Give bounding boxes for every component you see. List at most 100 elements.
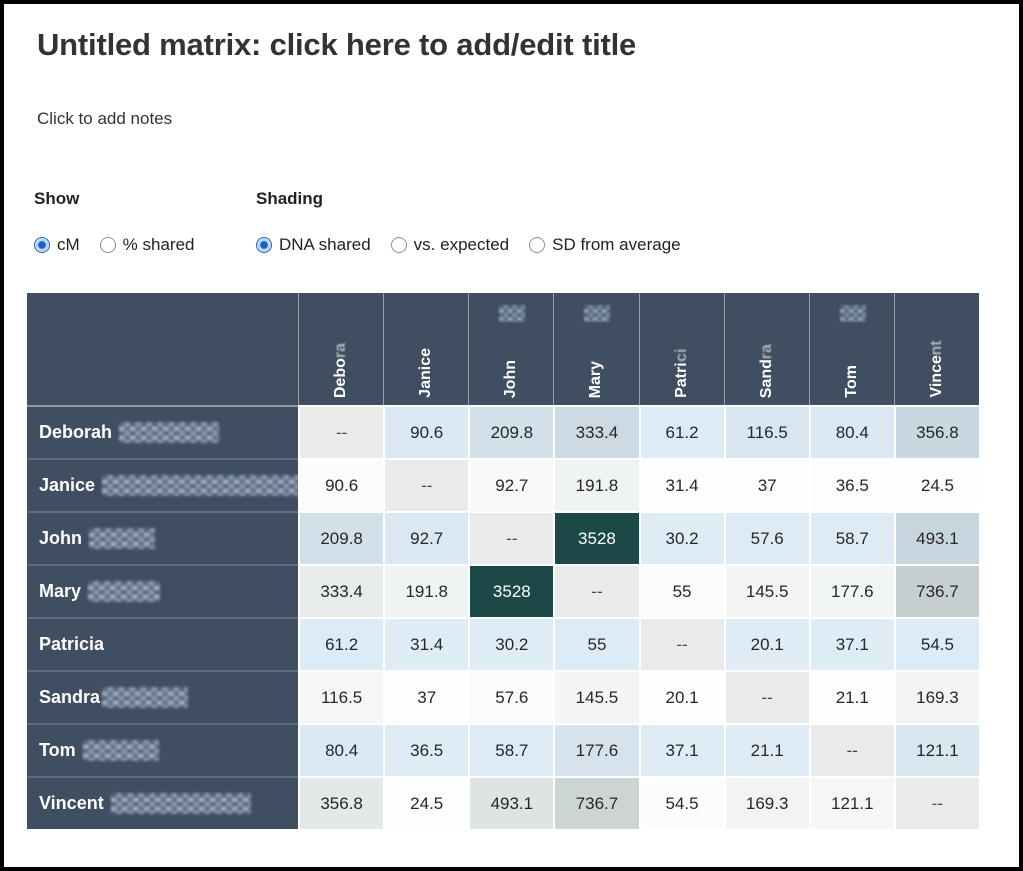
shading-option-sd-from-average[interactable]: SD from average (529, 235, 681, 255)
matrix-cell-vincent-x-sandra: 169.3 (723, 776, 809, 829)
radio-vs-expected-icon[interactable] (390, 237, 407, 253)
matrix-cell-deborah-x-janice: 90.6 (383, 405, 469, 458)
row-header-tom: Tom (27, 723, 299, 776)
shading-radio-group: DNA shared vs. expected SD from average (256, 235, 1019, 255)
matrix-cell-john-x-sandra: 57.6 (723, 511, 809, 564)
matrix-cell-deborah-x-debora: -- (298, 405, 384, 458)
shading-option-label: vs. expected (413, 235, 510, 254)
row-header-label: John (39, 528, 82, 548)
show-option-shared[interactable]: % shared (99, 235, 195, 255)
matrix-cell-patricia-x-debora: 61.2 (298, 617, 384, 670)
shading-option-dna-shared[interactable]: DNA shared (256, 235, 371, 255)
matrix-cell-sandra-x-janice: 37 (383, 670, 469, 723)
matrix-cell-tom-x-sandra: 21.1 (723, 723, 809, 776)
matrix-cell-janice-x-mary: 191.8 (553, 458, 639, 511)
matrix-cell-john-x-john: -- (468, 511, 554, 564)
shading-option-vs-expected[interactable]: vs. expected (390, 235, 510, 255)
matrix-cell-mary-x-mary: -- (553, 564, 639, 617)
matrix-cell-mary-x-sandra: 145.5 (723, 564, 809, 617)
blurred-surname-block (89, 528, 155, 549)
column-header-mary: Mary (553, 293, 639, 405)
matrix-cell-sandra-x-patrici: 20.1 (638, 670, 724, 723)
show-option-cm[interactable]: cM (34, 235, 80, 255)
blurred-surname-block (102, 475, 299, 496)
matrix-cell-mary-x-john: 3528 (468, 564, 554, 617)
page-title[interactable]: Untitled matrix: click here to add/edit … (37, 27, 637, 62)
column-header-patrici: Patrici (638, 293, 724, 405)
row-header-label: Sandra (39, 687, 101, 707)
matrix-cell-tom-x-vincent: 121.1 (893, 723, 979, 776)
matrix-cell-john-x-mary: 3528 (553, 511, 639, 564)
matrix-row-vincent: Vincent 356.8 24.5 493.1 736.7 54.5 169.3 121.1… (27, 776, 979, 829)
show-group-label: Show (34, 189, 80, 208)
matrix-cell-patricia-x-mary: 55 (553, 617, 639, 670)
radio-shared-icon[interactable] (99, 237, 116, 253)
matrix-cell-janice-x-sandra: 37 (723, 458, 809, 511)
matrix-cell-deborah-x-patrici: 61.2 (638, 405, 724, 458)
controls-panel: Show Shading cM % shared DNA shared vs. ex… (34, 189, 1019, 255)
show-radio-group: cM % shared (34, 235, 256, 255)
matrix-cell-janice-x-vincent: 24.5 (893, 458, 979, 511)
matrix-cell-mary-x-patrici: 55 (638, 564, 724, 617)
matrix-cell-mary-x-tom: 177.6 (808, 564, 894, 617)
matrix-cell-mary-x-janice: 191.8 (383, 564, 469, 617)
matrix-cell-sandra-x-debora: 116.5 (298, 670, 384, 723)
column-header-label: Mary (587, 360, 605, 398)
row-header-john: John (27, 511, 299, 564)
matrix-cell-sandra-x-mary: 145.5 (553, 670, 639, 723)
matrix-cell-mary-x-vincent: 736.7 (893, 564, 979, 617)
matrix-cell-john-x-debora: 209.8 (298, 511, 384, 564)
matrix-row-sandra: Sandra 116.5 37 57.6 145.5 20.1 -- 21.1 169.3 (27, 670, 979, 723)
matrix-cell-sandra-x-john: 57.6 (468, 670, 554, 723)
row-header-label: Patricia (39, 634, 105, 654)
matrix-cell-john-x-vincent: 493.1 (893, 511, 979, 564)
matrix-cell-janice-x-john: 92.7 (468, 458, 554, 511)
matrix-row-john: John 209.8 92.7 -- 3528 30.2 57.6 58.7 493.1 (27, 511, 979, 564)
matrix-cell-patricia-x-tom: 37.1 (808, 617, 894, 670)
row-header-patricia: Patricia (27, 617, 299, 670)
matrix-cell-john-x-janice: 92.7 (383, 511, 469, 564)
matrix-cell-deborah-x-mary: 333.4 (553, 405, 639, 458)
radio-sd-from-average-icon[interactable] (529, 237, 546, 253)
shading-group-label: Shading (256, 189, 324, 208)
matrix-cell-tom-x-debora: 80.4 (298, 723, 384, 776)
column-header-label: Vincent (927, 340, 945, 398)
column-header-janice: Janice (383, 293, 469, 405)
matrix-row-patricia: Patricia 61.2 31.4 30.2 55 -- 20.1 37.1 54.5 (27, 617, 979, 670)
row-header-sandra: Sandra (27, 670, 299, 723)
matrix-cell-sandra-x-sandra: -- (723, 670, 809, 723)
matrix-cell-deborah-x-john: 209.8 (468, 405, 554, 458)
row-header-label: Deborah (39, 422, 113, 442)
show-option-label: cM (57, 235, 80, 254)
blurred-surname-block (839, 305, 866, 322)
row-header-label: Janice (39, 475, 96, 495)
matrix-cell-john-x-patrici: 30.2 (638, 511, 724, 564)
matrix-cell-deborah-x-vincent: 356.8 (893, 405, 979, 458)
matrix-cell-tom-x-mary: 177.6 (553, 723, 639, 776)
radio-cm-icon[interactable] (34, 237, 50, 253)
blurred-surname-block (119, 422, 220, 443)
matrix-cell-patricia-x-janice: 31.4 (383, 617, 469, 670)
blurred-surname-block (110, 793, 251, 814)
matrix-row-deborah: Deborah -- 90.6 209.8 333.4 61.2 116.5 80.4 356.… (27, 405, 979, 458)
radio-dna-shared-icon[interactable] (256, 237, 272, 253)
row-header-label: Vincent (39, 793, 104, 813)
row-header-label: Tom (39, 740, 76, 760)
matrix-cell-deborah-x-sandra: 116.5 (723, 405, 809, 458)
column-header-label: Patrici (672, 349, 690, 398)
column-header-tom: Tom (808, 293, 894, 405)
notes-placeholder[interactable]: Click to add notes (37, 109, 173, 128)
matrix-cell-patricia-x-patrici: -- (638, 617, 724, 670)
matrix-cell-janice-x-janice: -- (383, 458, 469, 511)
matrix-cell-sandra-x-tom: 21.1 (808, 670, 894, 723)
matrix-cell-vincent-x-debora: 356.8 (298, 776, 384, 829)
show-option-label: % shared (122, 235, 195, 254)
column-header-john: John (468, 293, 554, 405)
matrix-cell-janice-x-tom: 36.5 (808, 458, 894, 511)
row-header-label: Mary (39, 581, 82, 601)
matrix-cell-tom-x-tom: -- (808, 723, 894, 776)
row-header-mary: Mary (27, 564, 299, 617)
shading-option-label: SD from average (552, 235, 681, 254)
column-header-sandra: Sandra (723, 293, 809, 405)
